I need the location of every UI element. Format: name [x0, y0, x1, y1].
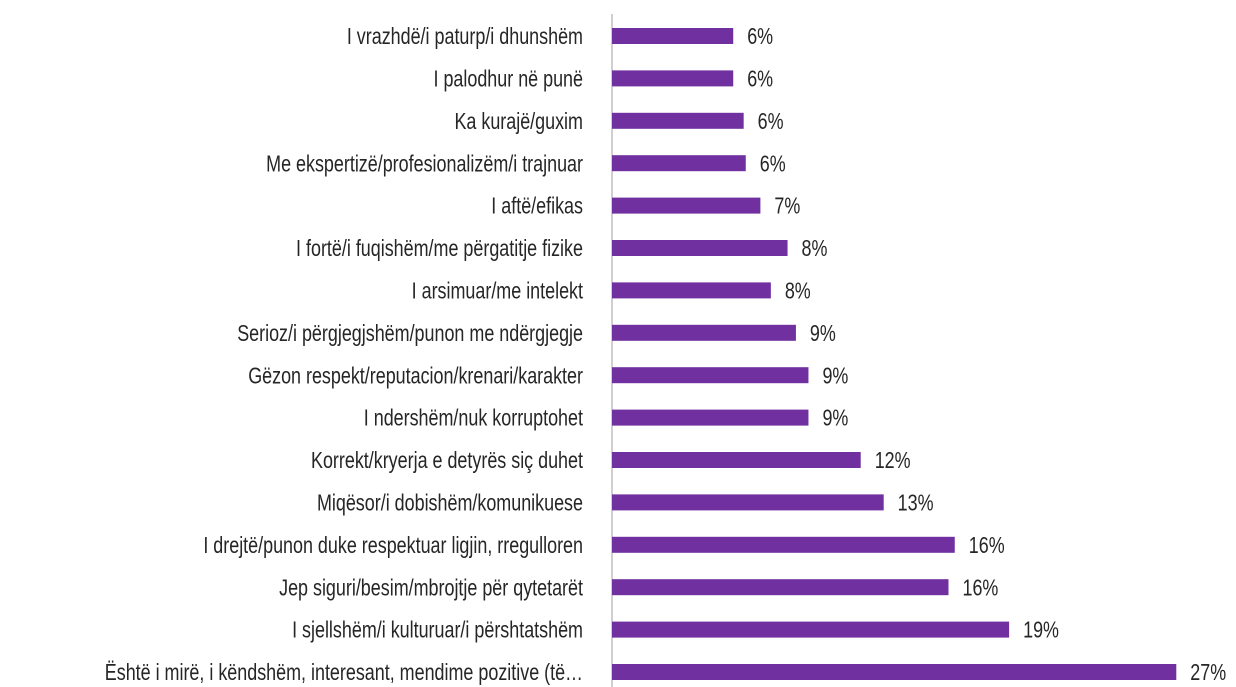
- data-label: 13%: [898, 490, 934, 516]
- category-label: Është i mirë, i këndshëm, interesant, me…: [105, 660, 583, 686]
- category-label: I vrazhdë/i paturp/i dhunshëm: [347, 24, 583, 50]
- bar: [612, 494, 884, 511]
- data-label: 7%: [774, 194, 800, 220]
- bar: [612, 536, 955, 553]
- data-label: 19%: [1023, 618, 1059, 644]
- bar: [612, 112, 744, 129]
- data-label: 12%: [875, 448, 911, 474]
- category-label: Jep siguri/besim/mbrojtje për qytetarët: [279, 575, 583, 601]
- data-label: 9%: [810, 321, 836, 347]
- bar: [612, 28, 734, 44]
- bar: [612, 452, 861, 468]
- bar: [612, 70, 734, 87]
- category-label: Serioz/i përgjegjshëm/punon me ndërgjegj…: [237, 321, 583, 347]
- bar: [612, 155, 746, 172]
- category-label: I aftë/efikas: [491, 194, 583, 220]
- category-label: I sjellshëm/i kulturuar/i përshtatshëm: [292, 618, 583, 644]
- data-label: 9%: [822, 363, 848, 389]
- data-label: 6%: [747, 24, 773, 50]
- category-label: Miqësor/i dobishëm/komunikuese: [317, 490, 583, 516]
- bar: [612, 240, 788, 256]
- category-label: Me ekspertizë/profesionalizëm/i trajnuar: [266, 151, 583, 177]
- data-label: 6%: [747, 66, 773, 92]
- data-label: 6%: [758, 109, 784, 135]
- category-label: Ka kurajë/guxim: [454, 109, 583, 135]
- category-label: I ndershëm/nuk korruptohet: [364, 406, 583, 432]
- bar: [612, 197, 761, 214]
- bar: [612, 282, 771, 299]
- data-label: 8%: [785, 278, 811, 304]
- data-label: 6%: [760, 151, 786, 177]
- bar: [612, 324, 796, 341]
- data-label: 8%: [802, 236, 828, 262]
- bar: [612, 621, 1010, 638]
- bar: [612, 579, 949, 596]
- category-label: Gëzon respekt/reputacion/krenari/karakte…: [248, 363, 583, 389]
- category-label: I arsimuar/me intelekt: [412, 278, 584, 304]
- category-label: I palodhur në punë: [433, 66, 583, 92]
- category-label: I fortë/i fuqishëm/me përgatitje fizike: [296, 236, 583, 262]
- category-label: I drejtë/punon duke respektuar ligjin, r…: [203, 533, 583, 559]
- category-label: Korrekt/kryerja e detyrës siç duhet: [311, 448, 583, 474]
- data-label: 27%: [1190, 660, 1226, 686]
- bar: [612, 664, 1177, 680]
- data-label: 16%: [962, 575, 998, 601]
- bar: [612, 367, 809, 384]
- data-label: 9%: [822, 406, 848, 432]
- data-label: 16%: [969, 533, 1005, 559]
- bar: [612, 409, 809, 426]
